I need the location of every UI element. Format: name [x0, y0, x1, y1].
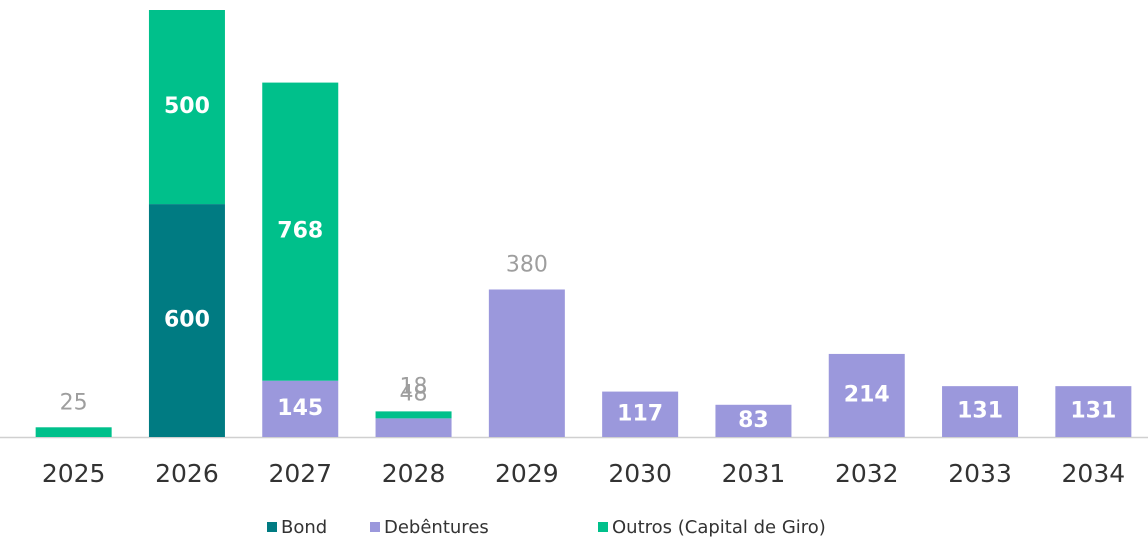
value-label: 380 [506, 252, 548, 277]
x-tick-label: 2033 [948, 459, 1012, 488]
bar-segment [942, 386, 1019, 437]
value-label: 83 [738, 408, 769, 433]
x-tick-label: 2031 [722, 459, 786, 488]
legend-swatch [598, 522, 608, 532]
x-tick-label: 2029 [495, 459, 559, 488]
bar-segment [148, 204, 225, 437]
legend-label: Bond [281, 517, 327, 538]
bar-segment [1055, 386, 1132, 437]
x-tick-label: 2028 [382, 459, 446, 488]
bar-segment [488, 289, 565, 437]
bar-segment [262, 82, 339, 381]
bar-segment [828, 353, 905, 437]
x-tick-label: 2027 [268, 459, 332, 488]
bar-segment [715, 404, 792, 437]
bar-segment [148, 10, 225, 205]
value-label: 500 [164, 94, 210, 119]
bar-segment [375, 418, 452, 437]
bar-segment [35, 427, 112, 437]
legend-label: Outros (Capital de Giro) [612, 517, 826, 538]
x-tick-label: 2025 [42, 459, 106, 488]
x-tick-label: 2034 [1062, 459, 1126, 488]
x-tick-label: 2026 [155, 459, 219, 488]
value-label: 145 [277, 396, 323, 421]
value-label: 131 [1070, 399, 1116, 424]
bar-segment [602, 391, 679, 437]
value-label: 25 [60, 390, 88, 415]
bar-segment [375, 411, 452, 419]
x-tick-label: 2030 [608, 459, 672, 488]
legend-swatch [267, 522, 277, 532]
value-label: 600 [164, 308, 210, 333]
legend-swatch [370, 522, 380, 532]
value-label: 117 [617, 401, 663, 426]
value-label: 18 [400, 374, 428, 399]
value-label: 768 [277, 219, 323, 244]
x-tick-label: 2032 [835, 459, 899, 488]
value-label: 131 [957, 399, 1003, 424]
value-label: 214 [844, 382, 890, 407]
bar-segment [262, 380, 339, 437]
legend-label: Debêntures [384, 517, 489, 538]
value-label: 48 [400, 381, 428, 406]
